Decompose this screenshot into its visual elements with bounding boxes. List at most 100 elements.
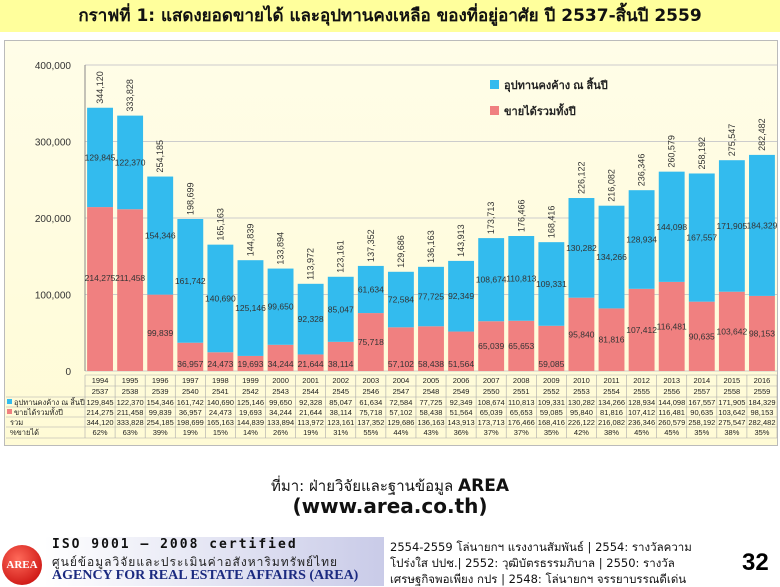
bar-sales xyxy=(327,341,354,371)
data-label-supply: 144,098 xyxy=(656,222,687,232)
x-tick-label-be: 2553 xyxy=(573,387,590,396)
data-label-supply: 110,813 xyxy=(506,273,536,283)
data-label-supply: 77,725 xyxy=(418,292,444,302)
bar-supply xyxy=(387,271,414,328)
x-tick-label-be: 2541 xyxy=(212,387,229,396)
table-cell-pct: 44% xyxy=(393,428,408,437)
bar-sales xyxy=(688,301,715,371)
data-label-sales: 24,473 xyxy=(207,359,233,369)
data-label-sales: 107,412 xyxy=(626,325,657,335)
footer-band xyxy=(44,537,384,586)
table-cell-sales: 211,458 xyxy=(117,408,144,417)
x-tick-label: 2006 xyxy=(453,376,470,385)
data-label-sales: 19,693 xyxy=(237,359,263,369)
x-tick-label-be: 2555 xyxy=(633,387,650,396)
bar-sales xyxy=(387,327,414,371)
bar-supply xyxy=(327,276,354,342)
table-cell-total: 260,579 xyxy=(658,418,685,427)
table-cell-supply: 154,346 xyxy=(147,398,174,407)
data-label-total: 176,466 xyxy=(516,199,526,232)
data-label-total: 129,686 xyxy=(396,235,406,268)
x-tick-label-be: 2557 xyxy=(693,387,710,396)
bar-supply xyxy=(357,265,384,314)
table-cell-total: 144,839 xyxy=(237,418,264,427)
thai-org-name: ศูนย์ข้อมูลวิจัยและประเมินค่าอสังหาริมทร… xyxy=(52,555,339,569)
bar-supply xyxy=(418,266,444,327)
data-label-total: 123,161 xyxy=(336,240,346,273)
x-tick-label-be: 2558 xyxy=(724,387,741,396)
bar-sales xyxy=(508,320,535,371)
bar-supply xyxy=(448,260,475,332)
table-cell-supply: 128,934 xyxy=(628,398,655,407)
bar-sales xyxy=(177,342,204,371)
table-cell-sales: 19,693 xyxy=(239,408,262,417)
table-cell-supply: 108,674 xyxy=(478,398,505,407)
data-label-total: 282,482 xyxy=(757,118,767,151)
bar-sales xyxy=(357,313,384,371)
stacked-bar-chart: 0100,000200,000300,000400,000214,275129,… xyxy=(6,61,778,439)
data-label-total: 113,972 xyxy=(306,248,316,280)
table-cell-pct: 35% xyxy=(694,428,709,437)
award-line: เศรษฐกิจพอเพียง กปร | 2548: โล่นายกฯ จรร… xyxy=(390,572,687,586)
table-cell-supply: 125,146 xyxy=(237,398,264,407)
x-tick-label-be: 2538 xyxy=(122,387,139,396)
iso-text: ISO 9001 – 2008 certified xyxy=(52,537,298,552)
table-cell-total: 143,913 xyxy=(448,418,475,427)
x-tick-label: 2013 xyxy=(663,376,680,385)
table-cell-supply: 161,742 xyxy=(177,398,204,407)
table-cell-pct: 31% xyxy=(333,428,348,437)
table-cell-pct: 37% xyxy=(484,428,499,437)
data-label-supply: 161,742 xyxy=(175,276,206,286)
table-cell-supply: 61,634 xyxy=(359,398,382,407)
x-tick-label: 2003 xyxy=(362,376,379,385)
bar-sales xyxy=(418,326,444,371)
bar-sales xyxy=(207,352,234,371)
data-label-sales: 38,114 xyxy=(328,359,354,369)
table-cell-pct: 43% xyxy=(423,428,438,437)
data-label-total: 333,828 xyxy=(125,79,135,112)
bar-sales xyxy=(237,355,264,371)
table-cell-total: 254,185 xyxy=(147,418,174,427)
x-tick-label: 2015 xyxy=(724,376,741,385)
data-label-supply: 134,266 xyxy=(596,252,627,262)
table-cell-pct: 15% xyxy=(213,428,228,437)
table-cell-supply: 130,282 xyxy=(568,398,595,407)
x-tick-label: 2014 xyxy=(693,376,710,385)
x-tick-label-be: 2549 xyxy=(453,387,470,396)
data-label-sales: 51,564 xyxy=(448,359,474,369)
table-cell-sales: 34,244 xyxy=(269,408,292,417)
x-tick-label-be: 2546 xyxy=(362,387,379,396)
legend-swatch-sales xyxy=(490,106,499,115)
table-cell-sales: 95,840 xyxy=(570,408,593,417)
data-label-supply: 125,146 xyxy=(235,303,266,313)
bar-sales xyxy=(267,344,294,371)
table-cell-total: 236,346 xyxy=(628,418,655,427)
x-tick-label-be: 2542 xyxy=(242,387,259,396)
data-label-supply: 130,282 xyxy=(566,243,597,253)
bar-sales xyxy=(749,295,775,371)
y-tick-label: 0 xyxy=(65,367,71,378)
table-cell-total: 258,192 xyxy=(688,418,715,427)
y-tick-label: 200,000 xyxy=(35,214,72,225)
data-label-total: 136,163 xyxy=(426,230,436,263)
table-cell-total: 333,828 xyxy=(117,418,144,427)
data-label-supply: 92,349 xyxy=(448,291,474,301)
data-label-total: 260,579 xyxy=(667,135,677,168)
x-tick-label: 2002 xyxy=(332,376,349,385)
x-tick-label: 1995 xyxy=(122,376,139,385)
table-cell-sales: 38,114 xyxy=(330,408,352,417)
x-tick-label: 2008 xyxy=(513,376,530,385)
x-tick-label-be: 2540 xyxy=(182,387,199,396)
legend-label-supply: อุปทานคงค้าง ณ สิ้นปี xyxy=(504,77,608,93)
table-cell-pct: 37% xyxy=(514,428,529,437)
table-cell-pct: 63% xyxy=(123,428,138,437)
table-cell-supply: 144,098 xyxy=(658,398,685,407)
data-label-supply: 128,934 xyxy=(626,235,657,245)
table-cell-total: 123,161 xyxy=(327,418,354,427)
table-cell-sales: 65,039 xyxy=(480,408,503,417)
data-label-total: 144,839 xyxy=(245,224,255,257)
data-label-supply: 184,329 xyxy=(747,220,778,230)
table-cell-total: 173,713 xyxy=(478,418,505,427)
table-row-label: รวม xyxy=(10,418,23,427)
table-cell-pct: 19% xyxy=(303,428,318,437)
